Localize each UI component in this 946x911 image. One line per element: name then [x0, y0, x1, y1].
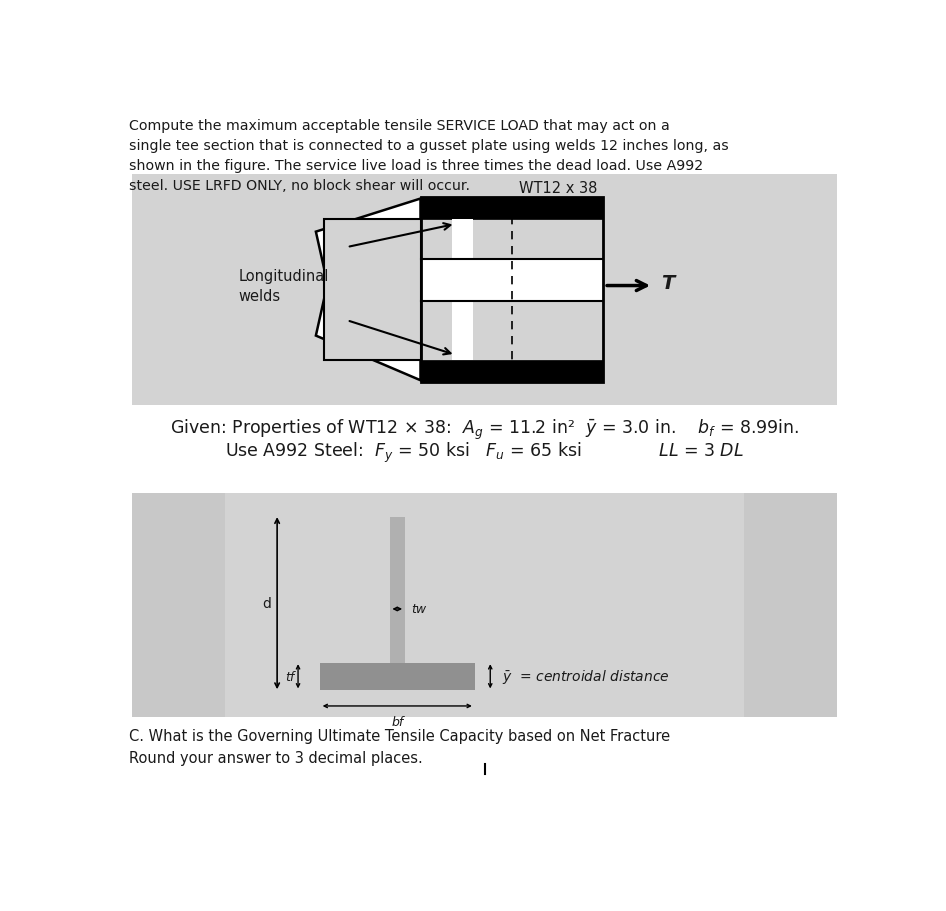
Bar: [320, 663, 475, 690]
Bar: [421, 260, 603, 302]
Bar: [421, 198, 603, 383]
Bar: [421, 198, 603, 220]
Text: WT12 x 38: WT12 x 38: [519, 181, 598, 196]
Polygon shape: [316, 200, 421, 381]
Bar: [451, 220, 473, 361]
Text: bf: bf: [391, 715, 403, 729]
Text: Given: Properties of WT12 × 38:  $A_g$ = 11.2 in²  $\bar{y}$ = 3.0 in.    $b_f$ : Given: Properties of WT12 × 38: $A_g$ = …: [170, 417, 799, 441]
Text: Round your answer to 3 decimal places.: Round your answer to 3 decimal places.: [129, 750, 423, 765]
Text: tw: tw: [412, 603, 427, 616]
Text: d: d: [262, 597, 271, 610]
Bar: [132, 494, 225, 717]
Text: Use A992 Steel:  $F_y$ = 50 ksi   $F_u$ = 65 ksi              $LL$ = 3 $DL$: Use A992 Steel: $F_y$ = 50 ksi $F_u$ = 6…: [225, 440, 745, 465]
Bar: [132, 175, 837, 405]
Bar: [132, 494, 837, 717]
Text: tf: tf: [285, 670, 294, 683]
Text: Longitudinal
welds: Longitudinal welds: [238, 269, 329, 303]
Polygon shape: [324, 220, 421, 361]
Text: C. What is the Governing Ultimate Tensile Capacity based on Net Fracture: C. What is the Governing Ultimate Tensil…: [129, 729, 670, 743]
Bar: [745, 494, 837, 717]
Text: Compute the maximum acceptable tensile SERVICE LOAD that may act on a
single tee: Compute the maximum acceptable tensile S…: [129, 118, 728, 192]
Text: T: T: [660, 273, 674, 292]
Text: $\bar{y}$  = centroidal distance: $\bar{y}$ = centroidal distance: [502, 668, 670, 686]
Bar: [390, 517, 405, 663]
Bar: [421, 361, 603, 383]
